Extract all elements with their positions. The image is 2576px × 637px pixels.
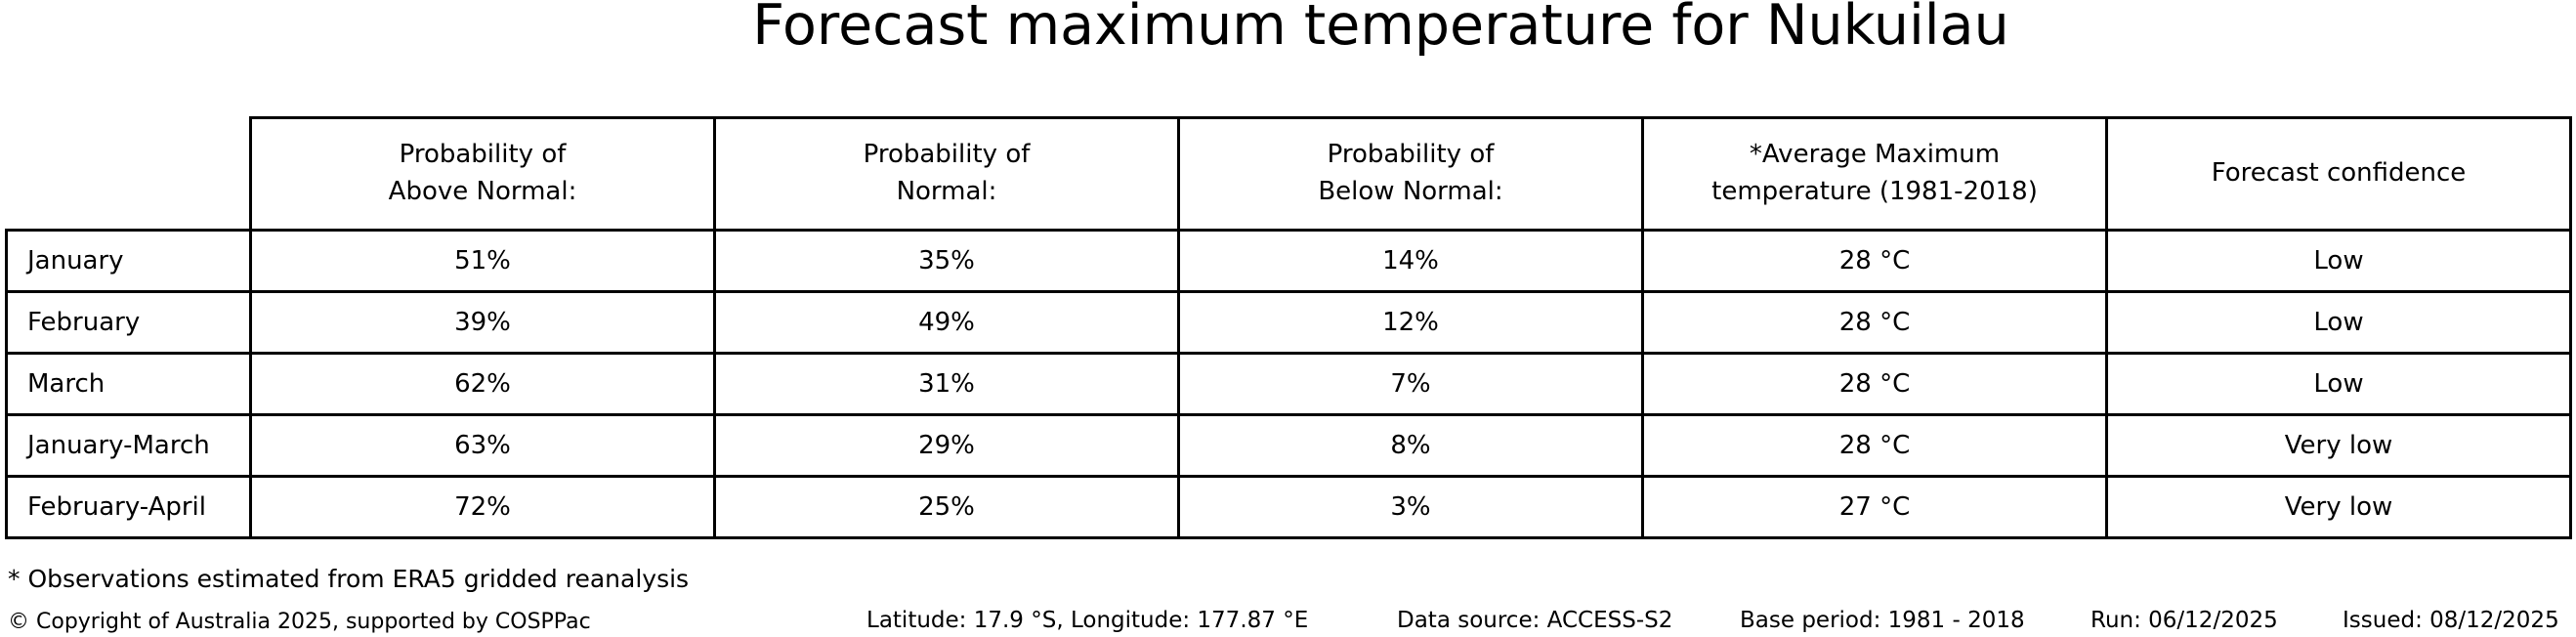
col-header-below-normal: Probability of Below Normal: (1177, 116, 1644, 232)
cell-average-max-temp: 28 °C (1641, 352, 2108, 416)
col-header-average-max-temp: *Average Maximum temperature (1981-2018) (1641, 116, 2108, 232)
cell-below-normal: 3% (1177, 475, 1644, 539)
copyright-text: © Copyright of Australia 2025, supported… (8, 610, 591, 634)
page-title: Forecast maximum temperature for Nukuila… (752, 0, 2009, 58)
row-label: February-April (5, 475, 252, 539)
table-row-january: January 51% 35% 14% 28 °C Low (5, 229, 2572, 293)
base-period-text: Base period: 1981 - 2018 (1740, 608, 2025, 633)
cell-below-normal: 7% (1177, 352, 1644, 416)
latitude-longitude-text: Latitude: 17.9 °S, Longitude: 177.87 °E (866, 608, 1309, 633)
cell-above-normal: 63% (249, 413, 716, 478)
footnote-era5: * Observations estimated from ERA5 gridd… (8, 565, 690, 593)
cell-average-max-temp: 28 °C (1641, 229, 2108, 293)
table-row-february-april: February-April 72% 25% 3% 27 °C Very low (5, 475, 2572, 539)
cell-above-normal: 39% (249, 290, 716, 355)
cell-above-normal: 72% (249, 475, 716, 539)
data-source-text: Data source: ACCESS-S2 (1397, 608, 1673, 633)
cell-normal: 31% (713, 352, 1180, 416)
cell-normal: 25% (713, 475, 1180, 539)
cell-average-max-temp: 28 °C (1641, 413, 2108, 478)
cell-average-max-temp: 27 °C (1641, 475, 2108, 539)
cell-forecast-confidence: Low (2105, 229, 2572, 293)
table-row-march: March 62% 31% 7% 28 °C Low (5, 352, 2572, 416)
table-header-row: Probability of Above Normal: Probability… (7, 116, 2572, 232)
forecast-table: Probability of Above Normal: Probability… (5, 116, 2572, 539)
issued-date-text: Issued: 08/12/2025 (2343, 608, 2559, 633)
col-header-normal: Probability of Normal: (713, 116, 1180, 232)
table-corner-empty (7, 118, 251, 231)
col-header-above-normal: Probability of Above Normal: (249, 116, 716, 232)
cell-below-normal: 14% (1177, 229, 1644, 293)
row-label: January-March (5, 413, 252, 478)
cell-below-normal: 12% (1177, 290, 1644, 355)
cell-below-normal: 8% (1177, 413, 1644, 478)
col-header-forecast-confidence: Forecast confidence (2105, 116, 2572, 232)
cell-forecast-confidence: Low (2105, 290, 2572, 355)
cell-above-normal: 51% (249, 229, 716, 293)
run-date-text: Run: 06/12/2025 (2090, 608, 2278, 633)
cell-normal: 49% (713, 290, 1180, 355)
table-row-february: February 39% 49% 12% 28 °C Low (5, 290, 2572, 355)
cell-average-max-temp: 28 °C (1641, 290, 2108, 355)
cell-normal: 29% (713, 413, 1180, 478)
cell-normal: 35% (713, 229, 1180, 293)
cell-above-normal: 62% (249, 352, 716, 416)
row-label: March (5, 352, 252, 416)
cell-forecast-confidence: Very low (2105, 413, 2572, 478)
row-label: February (5, 290, 252, 355)
cell-forecast-confidence: Low (2105, 352, 2572, 416)
row-label: January (5, 229, 252, 293)
cell-forecast-confidence: Very low (2105, 475, 2572, 539)
table-row-january-march: January-March 63% 29% 8% 28 °C Very low (5, 413, 2572, 478)
